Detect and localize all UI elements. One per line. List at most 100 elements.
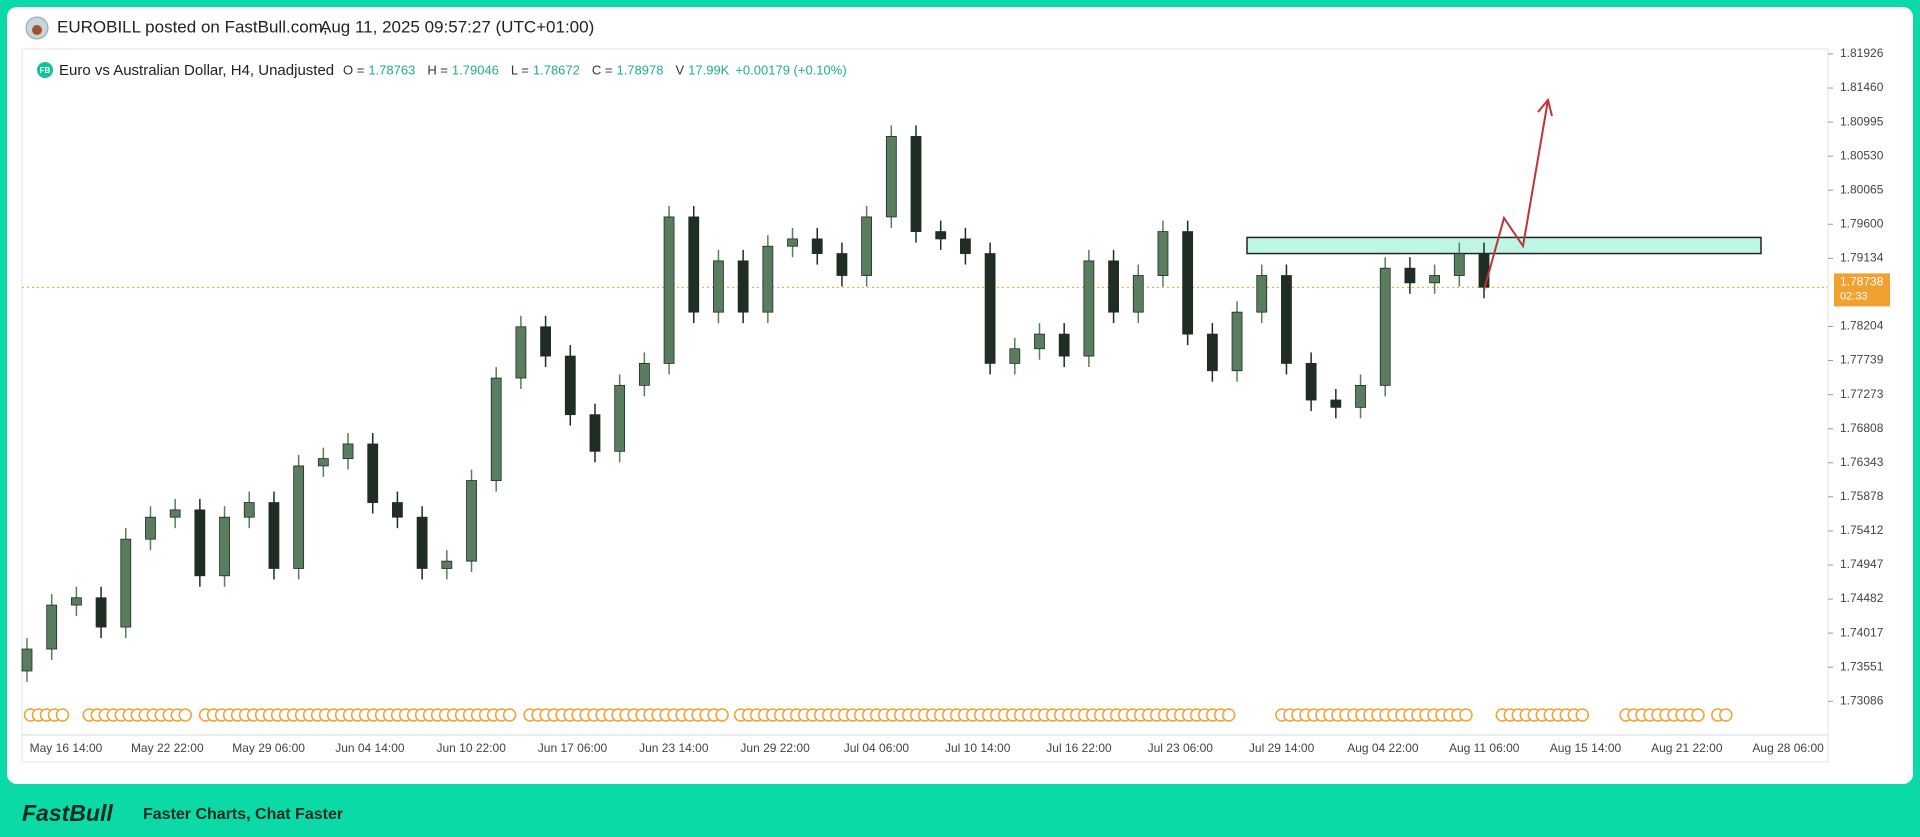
candle-body [490,377,502,481]
event-icon [502,708,517,722]
y-tick-label: 1.75412 [1840,523,1884,537]
candle-body [861,216,873,276]
event-icon [1691,708,1705,722]
candle-body [713,260,724,313]
candle-body [1132,275,1144,313]
candle-body [1330,399,1342,408]
candle-body [638,363,650,386]
candle-body [737,260,749,313]
y-tick-label: 1.81926 [1840,46,1884,60]
candle-body [1083,260,1095,357]
candle-body [762,245,774,313]
candle-body [1034,333,1045,350]
candle-body [935,231,947,240]
candle-body [293,465,305,569]
legend-value: 17.99K [688,62,730,77]
chart-frame [21,48,1829,763]
candle-body [342,443,354,460]
legend-key: C = [592,62,613,77]
legend-value: 1.78763 [368,62,415,77]
candle-body [1478,253,1490,288]
event-icon [55,708,70,722]
event-icon [715,708,729,722]
candle-body [243,502,255,518]
candle-body [984,253,996,364]
legend-value: 1.79046 [452,62,499,77]
price-label: 1.78738 [1840,275,1884,289]
tagline: Faster Charts, Chat Faster [143,806,343,823]
candle-body [910,135,922,232]
candle-body [960,238,971,254]
y-tick-label: 1.79600 [1840,216,1884,230]
candle-body [787,238,798,247]
price-label-box [1834,273,1890,307]
legend-key: O = [343,62,364,77]
event-icon [1575,708,1590,722]
candle-body [1058,333,1070,357]
y-tick-label: 1.77273 [1840,387,1884,401]
legend-change: +0.00179 (+0.10%) [735,62,846,77]
brand: FastBull [22,800,113,826]
candle-body [836,253,848,276]
legend-key: L = [511,62,529,77]
y-tick-label: 1.74482 [1840,591,1884,605]
candle-body [589,414,601,452]
candle-body [1429,275,1441,284]
candle-body [46,604,58,650]
y-tick-label: 1.73086 [1840,693,1884,707]
candle-body [268,502,280,569]
candle-body [1009,348,1021,364]
legend-value: 1.78978 [616,62,663,77]
candle-body [614,384,626,452]
candle-body [441,560,453,569]
ohlc-legend: O = 1.78763 H = 1.79046 L = 1.78672 C = 1.78978… [343,62,847,77]
candle-body [1108,260,1119,313]
y-tick-label: 1.77739 [1840,353,1884,367]
y-tick-label: 1.80995 [1840,114,1884,128]
event-icon [1719,708,1733,722]
candle-body [120,538,132,628]
avatar-face [32,25,42,35]
candle-body [688,216,700,313]
projection-arrow [1483,99,1549,291]
candle-body [1182,231,1194,335]
x-tick-label: Jul 29 14:00 [1249,741,1315,755]
x-tick-label: Aug 21 22:00 [1651,741,1723,755]
candle-body [515,326,527,379]
y-tick-label: 1.74017 [1840,625,1884,639]
x-tick-label: Aug 11 06:00 [1449,741,1520,755]
arrow-head [1537,97,1553,117]
resistance-zone [1246,236,1762,255]
candle-body [1206,333,1218,372]
x-tick-label: May 16 14:00 [30,741,103,755]
x-tick-label: Jul 10 14:00 [945,741,1011,755]
y-tick-label: 1.73551 [1840,659,1884,673]
candle-body [219,516,230,577]
candle-body [21,648,33,672]
card [7,7,1913,784]
countdown: 02:33 [1840,290,1868,302]
x-tick-label: Jul 04 06:00 [844,741,910,755]
y-tick-label: 1.80530 [1840,148,1884,162]
candle-body [885,135,897,218]
candle-body [1305,363,1317,401]
header-poster: EUROBILL posted on FastBull.com, [57,17,328,36]
x-tick-label: Aug 15 14:00 [1550,741,1622,755]
candle-body [392,502,403,518]
event-icon [1221,708,1236,722]
candle-body [1355,384,1366,408]
candle-body [540,326,551,357]
x-tick-label: Jun 29 22:00 [740,741,810,755]
y-tick-label: 1.74947 [1840,557,1884,571]
candle-body [95,597,107,628]
y-tick-label: 1.75878 [1840,489,1884,503]
candle-body [1256,275,1268,313]
y-tick-label: 1.81460 [1840,80,1884,94]
candle-body [1231,311,1243,372]
header-time: Aug 11, 2025 09:57:27 (UTC+01:00) [320,17,594,36]
x-tick-label: Aug 28 06:00 [1752,741,1824,755]
y-tick-label: 1.76343 [1840,455,1884,469]
y-tick-label: 1.76808 [1840,421,1884,435]
